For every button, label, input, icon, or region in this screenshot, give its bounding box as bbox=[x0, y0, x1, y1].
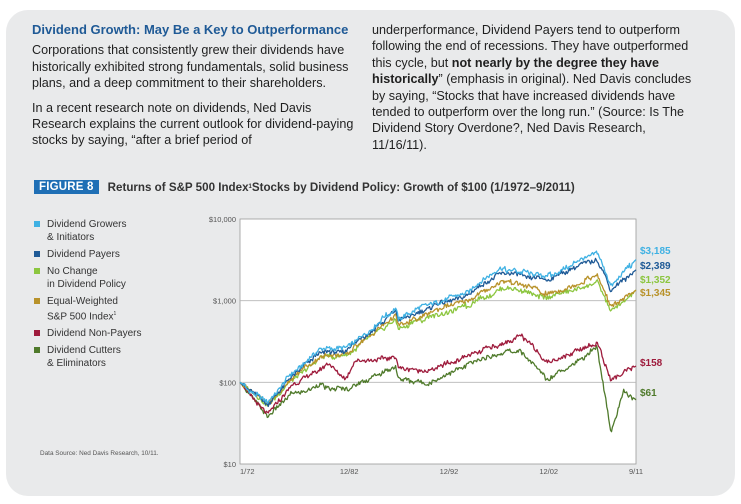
figure-title: FIGURE 8 Returns of S&P 500 Index 1 Stock… bbox=[34, 178, 575, 196]
legend-item: Dividend Cutters & Eliminators bbox=[34, 344, 194, 370]
x-tick-label: 12/92 bbox=[440, 467, 459, 476]
legend-label: Equal-Weighted S&P 500 Index1 bbox=[47, 296, 118, 323]
legend-swatch bbox=[34, 347, 40, 354]
x-tick-label: 12/02 bbox=[539, 467, 558, 476]
legend-item: Dividend Non-Payers bbox=[34, 327, 194, 340]
legend-item: Dividend Payers bbox=[34, 248, 194, 261]
series-line bbox=[239, 279, 637, 407]
series-end-label: $61 bbox=[640, 388, 657, 399]
legend-swatch bbox=[34, 330, 40, 337]
figure-badge: FIGURE 8 bbox=[34, 180, 99, 194]
legend-item: Equal-Weighted S&P 500 Index1 bbox=[34, 295, 194, 323]
paragraph-3-end: ” (emphasis in original). Ned Davis conc… bbox=[372, 72, 692, 152]
series-line bbox=[239, 250, 637, 404]
legend-label: Dividend Cutters & Eliminators bbox=[47, 345, 121, 370]
legend-swatch bbox=[34, 298, 40, 304]
legend-swatch bbox=[34, 251, 40, 257]
legend-item: Dividend Growers & Initiators bbox=[34, 218, 194, 244]
legend-swatch bbox=[34, 221, 40, 227]
article-left-column: Dividend Growth: May Be a Key to Outperf… bbox=[32, 22, 362, 157]
article-paragraph-1: Corporations that consistently grew thei… bbox=[32, 43, 349, 91]
legend-label: Dividend Growers & Initiators bbox=[47, 219, 127, 243]
series-end-label: $1,345 bbox=[640, 288, 671, 299]
x-tick-label: 9/11 bbox=[629, 467, 643, 476]
y-tick-label: $1,000 bbox=[213, 297, 236, 306]
figure-title-footnote: 1 bbox=[248, 184, 252, 190]
series-line bbox=[239, 333, 637, 414]
article-paragraph-3: underperformance, Dividend Payers tend t… bbox=[372, 22, 702, 153]
series-line bbox=[239, 344, 637, 433]
y-tick-label: $100 bbox=[219, 378, 236, 387]
series-end-label: $158 bbox=[640, 358, 663, 369]
legend-swatch bbox=[34, 268, 40, 274]
legend-item: No Change in Dividend Policy bbox=[34, 265, 194, 291]
x-tick-label: 12/82 bbox=[340, 467, 359, 476]
series-end-label: $2,389 bbox=[640, 261, 671, 272]
article-paragraph-2: In a recent research note on dividends, … bbox=[32, 100, 354, 148]
figure-title-text-b: Stocks by Dividend Policy: Growth of $10… bbox=[251, 180, 575, 194]
legend-label: Dividend Non-Payers bbox=[47, 328, 142, 340]
legend-label: Dividend Payers bbox=[47, 249, 120, 260]
y-tick-label: $10,000 bbox=[209, 215, 236, 224]
figure-title-text-a: Returns of S&P 500 Index bbox=[107, 180, 249, 194]
series-line bbox=[239, 273, 637, 407]
series-end-label: $1,352 bbox=[640, 275, 671, 286]
chart-legend: Dividend Growers & Initiators Dividend Pay… bbox=[34, 218, 194, 374]
paragraph-3-emphasis: not nearly by the degree they have histo… bbox=[372, 55, 659, 87]
data-source-note: Data Source: Ned Davis Research, 10/11. bbox=[40, 450, 159, 457]
article-heading: Dividend Growth: May Be a Key to Outperf… bbox=[32, 22, 349, 37]
paragraph-3-start: underperformance, Dividend Payers tend t… bbox=[372, 23, 689, 70]
y-tick-label: $10 bbox=[223, 460, 236, 469]
series-end-label: $3,185 bbox=[640, 246, 671, 257]
legend-label: No Change in Dividend Policy bbox=[47, 266, 126, 290]
article-right-column: underperformance, Dividend Payers tend t… bbox=[372, 22, 702, 161]
x-tick-label: 1/72 bbox=[240, 467, 255, 476]
plot-area bbox=[239, 218, 637, 465]
